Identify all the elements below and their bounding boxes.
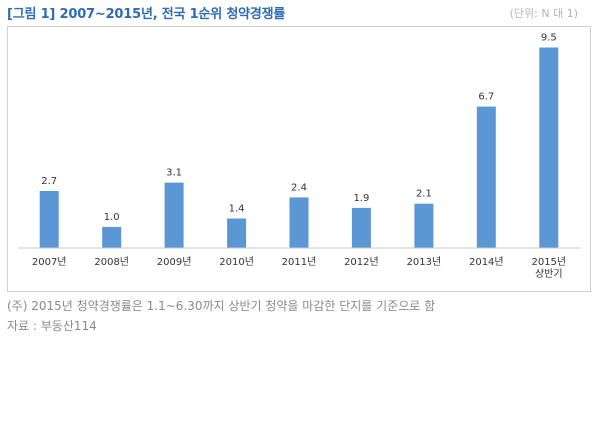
- data-label: 1.4: [229, 204, 245, 215]
- footnote-note: (주) 2015년 청약경쟁률은 1.1~6.30까지 상반기 청약을 마감한 …: [7, 299, 436, 313]
- data-label: 6.7: [478, 92, 494, 103]
- unit-label: (단위: N 대 1): [509, 7, 578, 20]
- category-label: 2009년: [157, 256, 192, 268]
- category-label: 2015년: [531, 256, 566, 268]
- bar: [351, 207, 371, 248]
- chart-frame: 2.7 2007년 1.0 2008년 3.1 2009년 1.4 2010년 2.4 2011년…: [7, 26, 591, 292]
- data-label: 9.5: [541, 33, 557, 44]
- bar: [227, 218, 247, 248]
- category-label: 2014년: [469, 256, 504, 268]
- category-label: 상반기: [535, 268, 563, 280]
- bar: [539, 47, 559, 248]
- data-label: 1.9: [353, 193, 369, 204]
- chart-title: [그림 1] 2007~2015년, 전국 1순위 청약경쟁률: [7, 7, 286, 22]
- bar-chart: 2.7 2007년 1.0 2008년 3.1 2009년 1.4 2010년 2.4 2011년…: [18, 33, 580, 280]
- bar: [414, 203, 434, 248]
- category-label: 2008년: [94, 256, 129, 268]
- footnote-source: 자료 : 부동산114: [7, 319, 97, 333]
- category-label: 2007년: [32, 256, 67, 268]
- data-label: 2.4: [291, 182, 307, 193]
- data-label: 2.1: [416, 189, 432, 200]
- category-label: 2013년: [407, 256, 442, 268]
- data-label: 3.1: [166, 168, 182, 179]
- bar: [39, 191, 59, 248]
- bar: [289, 197, 309, 248]
- category-label: 2011년: [282, 256, 317, 268]
- category-label: 2010년: [219, 256, 254, 268]
- data-label: 2.7: [41, 176, 57, 187]
- bar: [476, 106, 496, 248]
- data-label: 1.0: [104, 212, 120, 223]
- bar: [102, 226, 122, 248]
- bar: [164, 182, 184, 248]
- category-label: 2012년: [344, 256, 379, 268]
